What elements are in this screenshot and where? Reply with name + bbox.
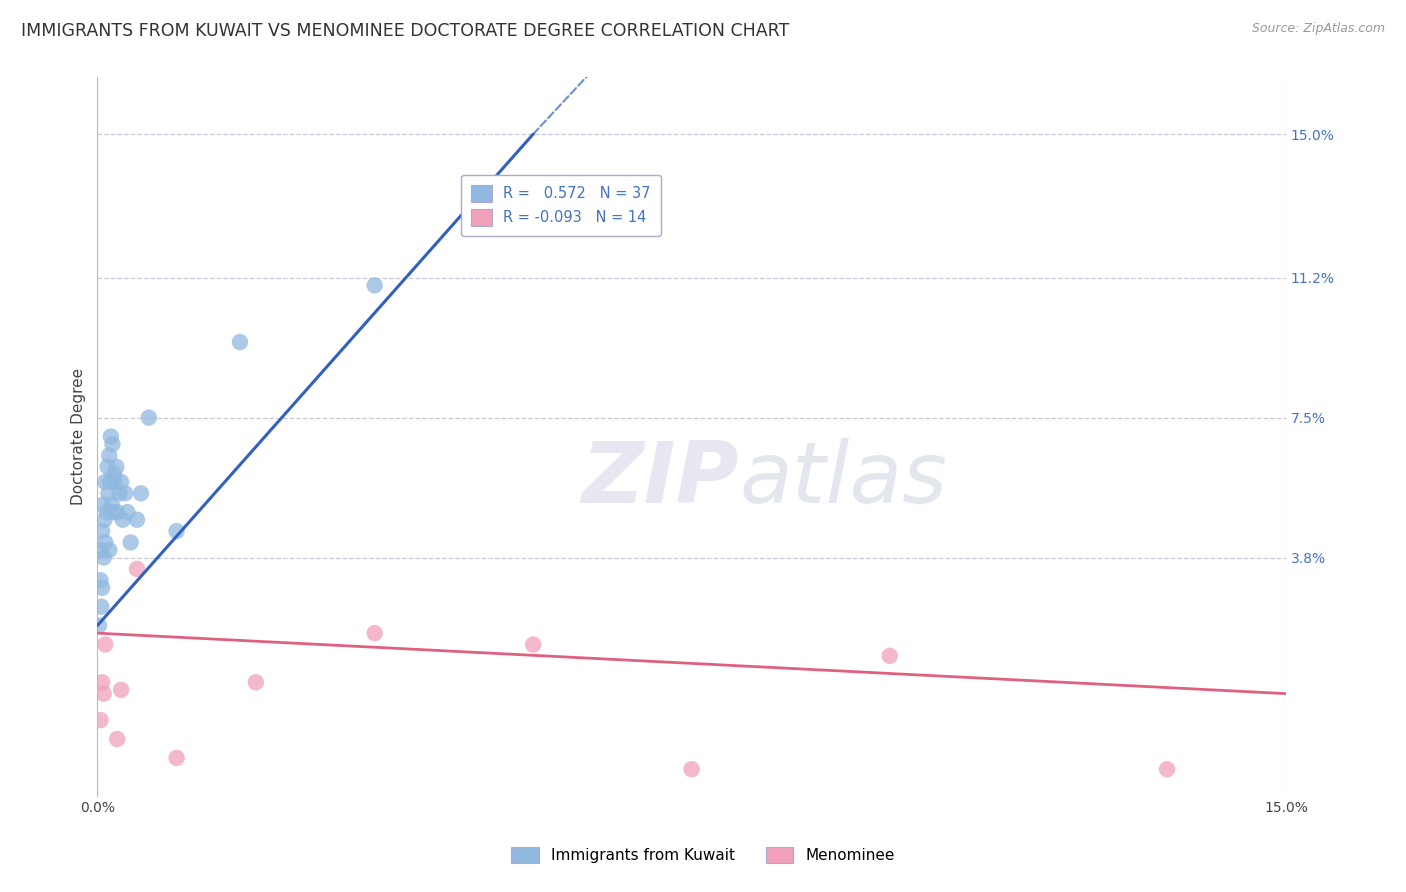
Point xyxy=(103,505,125,519)
Point xyxy=(100,498,122,512)
Point xyxy=(93,687,115,701)
Point xyxy=(104,475,127,489)
Point xyxy=(90,543,112,558)
Point xyxy=(120,535,142,549)
Point xyxy=(93,550,115,565)
Point xyxy=(117,505,139,519)
Point xyxy=(363,278,385,293)
Legend: Immigrants from Kuwait, Menominee: Immigrants from Kuwait, Menominee xyxy=(503,839,903,871)
Point xyxy=(94,535,117,549)
Point xyxy=(129,486,152,500)
Point xyxy=(138,410,160,425)
Point xyxy=(87,618,110,632)
Point xyxy=(105,731,128,746)
Text: Source: ZipAtlas.com: Source: ZipAtlas.com xyxy=(1251,22,1385,36)
Point xyxy=(91,675,114,690)
Text: ZIP: ZIP xyxy=(582,438,740,521)
Point xyxy=(89,573,111,587)
Text: atlas: atlas xyxy=(740,438,948,521)
Point xyxy=(96,505,118,519)
Point xyxy=(89,713,111,727)
Point xyxy=(91,498,114,512)
Point xyxy=(97,486,120,500)
Point xyxy=(681,762,703,776)
Point xyxy=(98,449,121,463)
Point xyxy=(91,524,114,538)
Point xyxy=(93,513,115,527)
Point xyxy=(94,475,117,489)
Point xyxy=(101,437,124,451)
Point xyxy=(363,626,385,640)
Point xyxy=(91,581,114,595)
Point xyxy=(105,459,128,474)
Point xyxy=(1156,762,1178,776)
Point xyxy=(125,562,148,576)
Point xyxy=(245,675,267,690)
Point xyxy=(103,467,125,482)
Point xyxy=(100,429,122,443)
Y-axis label: Doctorate Degree: Doctorate Degree xyxy=(72,368,86,505)
Point xyxy=(166,524,188,538)
Point xyxy=(114,486,136,500)
Point xyxy=(111,513,134,527)
Point xyxy=(879,648,901,663)
Point xyxy=(105,505,128,519)
Point xyxy=(97,459,120,474)
Point xyxy=(229,334,252,349)
Point xyxy=(522,638,544,652)
Point xyxy=(110,682,132,697)
Point xyxy=(108,486,131,500)
Point xyxy=(98,475,121,489)
Legend: R =   0.572   N = 37, R = -0.093   N = 14: R = 0.572 N = 37, R = -0.093 N = 14 xyxy=(461,175,661,235)
Point xyxy=(166,751,188,765)
Text: IMMIGRANTS FROM KUWAIT VS MENOMINEE DOCTORATE DEGREE CORRELATION CHART: IMMIGRANTS FROM KUWAIT VS MENOMINEE DOCT… xyxy=(21,22,789,40)
Point xyxy=(98,543,121,558)
Point xyxy=(125,513,148,527)
Point xyxy=(94,638,117,652)
Point xyxy=(90,599,112,614)
Point xyxy=(110,475,132,489)
